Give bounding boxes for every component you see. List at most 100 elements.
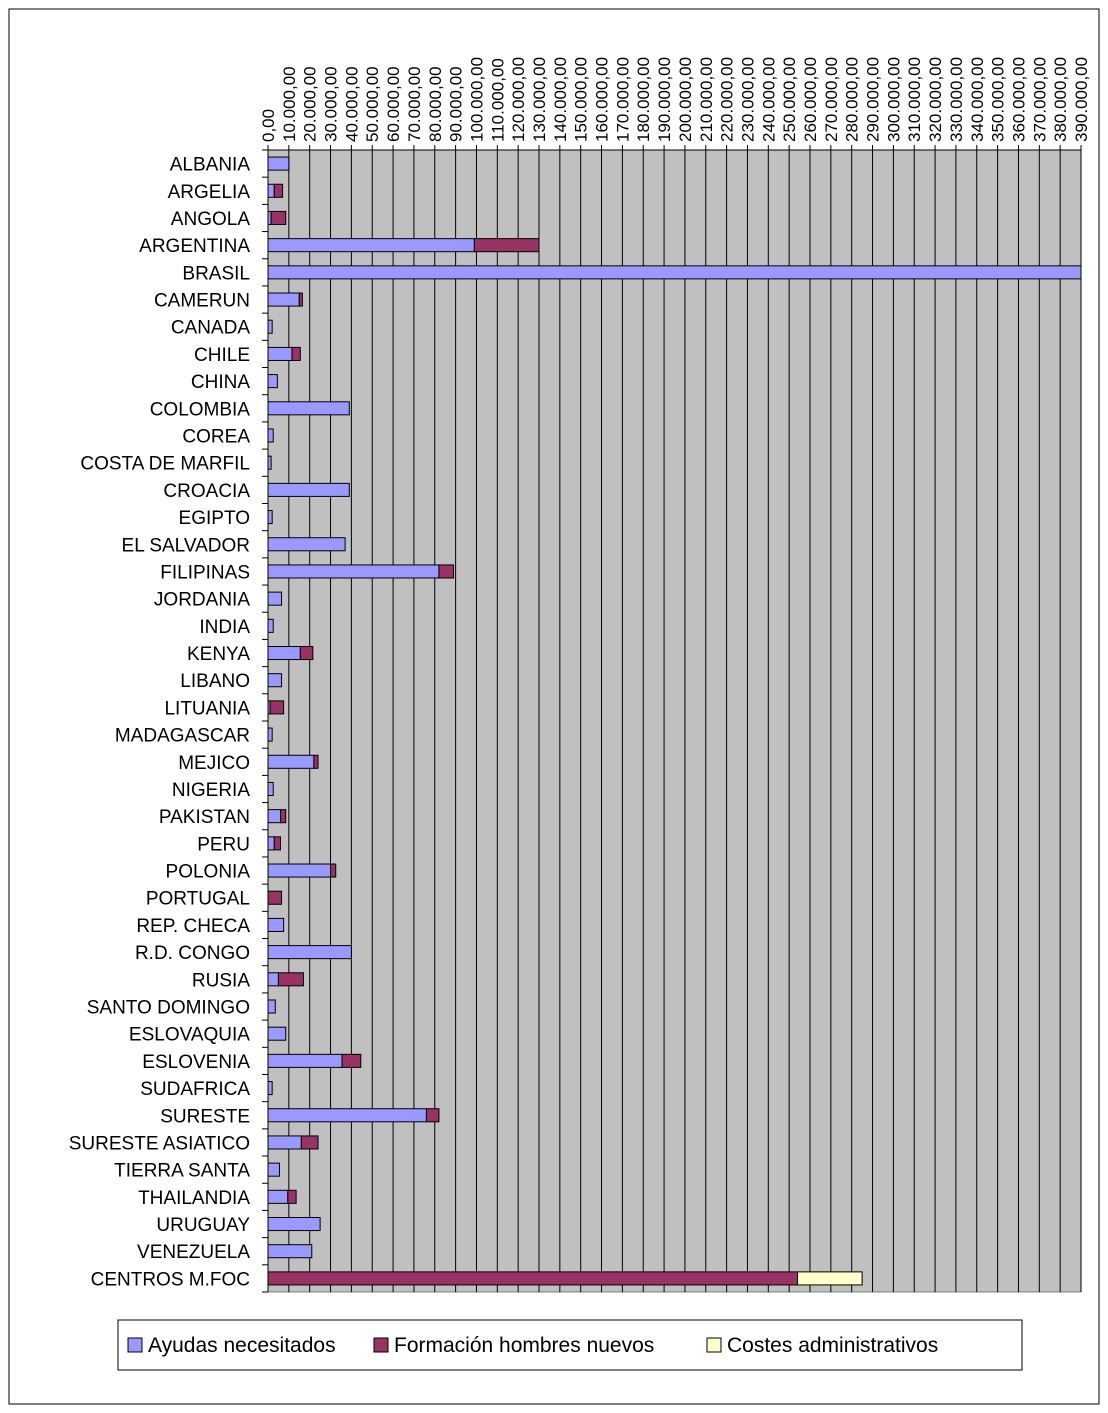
category-label: PAKISTAN: [159, 807, 250, 828]
bar-segment: [267, 537, 346, 552]
x-tick-label: 320.000,00: [926, 57, 945, 142]
bar-segment: [267, 673, 283, 688]
bar-segment: [267, 564, 440, 579]
x-tick-label: 280.000,00: [843, 57, 862, 142]
category-label: URUGUAY: [156, 1215, 250, 1236]
bar-segment: [267, 510, 273, 525]
category-label: CROACIA: [163, 481, 250, 502]
bar-segment: [267, 292, 300, 307]
x-tick-label: 150.000,00: [572, 57, 591, 142]
bar-segment: [267, 1081, 273, 1096]
bar-segment: [267, 319, 273, 334]
x-tick-label: 100.000,00: [467, 57, 486, 142]
category-label: RUSIA: [192, 970, 250, 991]
x-tick-label: 170.000,00: [613, 57, 632, 142]
bar-segment: [267, 1162, 280, 1177]
category-label: MEJICO: [178, 753, 250, 774]
x-tick-label: 200.000,00: [676, 57, 695, 142]
category-label: LIBANO: [180, 671, 250, 692]
x-tick-label: 90.000,00: [447, 66, 466, 142]
bar-segment: [267, 645, 301, 661]
category-label: ARGELIA: [168, 182, 251, 203]
x-tick-label: 20.000,00: [301, 66, 320, 142]
x-tick-label: 380.000,00: [1051, 57, 1070, 142]
category-label: CENTROS M.FOC: [91, 1269, 250, 1290]
x-tick-label: 0,00: [259, 109, 278, 142]
category-label: SUDAFRICA: [140, 1079, 250, 1100]
category-label: CHINA: [191, 372, 250, 393]
bar-segment: [280, 809, 287, 824]
bar-segment: [267, 917, 285, 932]
bar-segment: [473, 238, 540, 253]
x-tick-label: 350.000,00: [989, 57, 1008, 142]
bar-segment: [267, 781, 274, 797]
x-tick-label: 260.000,00: [801, 57, 820, 142]
bar-segment: [267, 1189, 289, 1204]
bar-segment: [287, 1189, 297, 1204]
category-label: EL SALVADOR: [122, 535, 250, 556]
category-label: PORTUGAL: [146, 889, 250, 910]
bar-segment: [267, 836, 275, 851]
category-label: R.D. CONGO: [135, 943, 250, 964]
category-label: ESLOVENIA: [142, 1052, 250, 1073]
x-tick-label: 50.000,00: [363, 66, 382, 142]
bar-segment: [267, 591, 283, 606]
bar-segment: [267, 238, 475, 253]
x-tick-label: 210.000,00: [697, 57, 716, 142]
category-label: COREA: [182, 427, 250, 448]
x-tick-label: 110.000,00: [488, 58, 507, 142]
x-tick-label: 390.000,00: [1072, 57, 1091, 142]
bar-segment: [267, 809, 282, 824]
x-tick-label: 140.000,00: [551, 57, 570, 142]
category-label: JORDANIA: [154, 590, 250, 611]
plot-area: [267, 149, 1082, 1293]
bar-segment: [267, 346, 293, 361]
category-label: BRASIL: [182, 263, 250, 284]
category-label: EGIPTO: [179, 508, 250, 529]
bar-segment: [270, 210, 287, 226]
bar-segment: [277, 972, 304, 987]
x-tick-label: 160.000,00: [593, 57, 612, 142]
x-tick-label: 10.000,00: [280, 66, 299, 142]
bar-segment: [267, 727, 273, 742]
bar-segment: [267, 999, 276, 1014]
bar-segment: [267, 754, 315, 769]
legend-box: [117, 1319, 1023, 1371]
bar-segment: [313, 754, 319, 769]
x-tick-label: 250.000,00: [780, 57, 799, 142]
bar-segment: [267, 1108, 427, 1123]
category-label: ALBANIA: [170, 155, 251, 176]
category-label: LITUANIA: [164, 698, 250, 719]
bar-segment: [291, 346, 301, 361]
bar-segment: [267, 618, 274, 633]
bar-segment: [267, 1026, 287, 1041]
bar-segment: [267, 1244, 313, 1259]
x-tick-label: 230.000,00: [738, 57, 757, 142]
category-label: ANGOLA: [171, 209, 251, 230]
category-label: SANTO DOMINGO: [87, 998, 250, 1019]
category-label: VENEZUELA: [137, 1242, 250, 1263]
category-label: NIGERIA: [172, 780, 250, 801]
category-label: CANADA: [171, 318, 251, 339]
category-label: MADAGASCAR: [115, 726, 250, 747]
bar-segment: [267, 183, 275, 198]
bar-segment: [341, 1053, 362, 1068]
category-label: POLONIA: [166, 862, 251, 883]
x-tick-label: 330.000,00: [947, 57, 966, 142]
bar-segment: [300, 1135, 319, 1150]
x-tick-label: 360.000,00: [1009, 57, 1028, 142]
legend-label: Ayudas necesitados: [148, 1334, 336, 1357]
x-tick-label: 40.000,00: [342, 66, 361, 142]
x-tick-label: 310.000,00: [905, 57, 924, 142]
x-tick-label: 70.000,00: [405, 66, 424, 142]
x-tick-label: 180.000,00: [634, 57, 653, 142]
bar-segment: [267, 1216, 321, 1232]
category-label: REP. CHECA: [136, 916, 250, 937]
category-label: KENYA: [187, 644, 250, 665]
x-tick-label: 60.000,00: [384, 66, 403, 142]
x-tick-label: 80.000,00: [426, 66, 445, 142]
category-label: FILIPINAS: [160, 562, 250, 583]
bar-segment: [267, 863, 332, 878]
